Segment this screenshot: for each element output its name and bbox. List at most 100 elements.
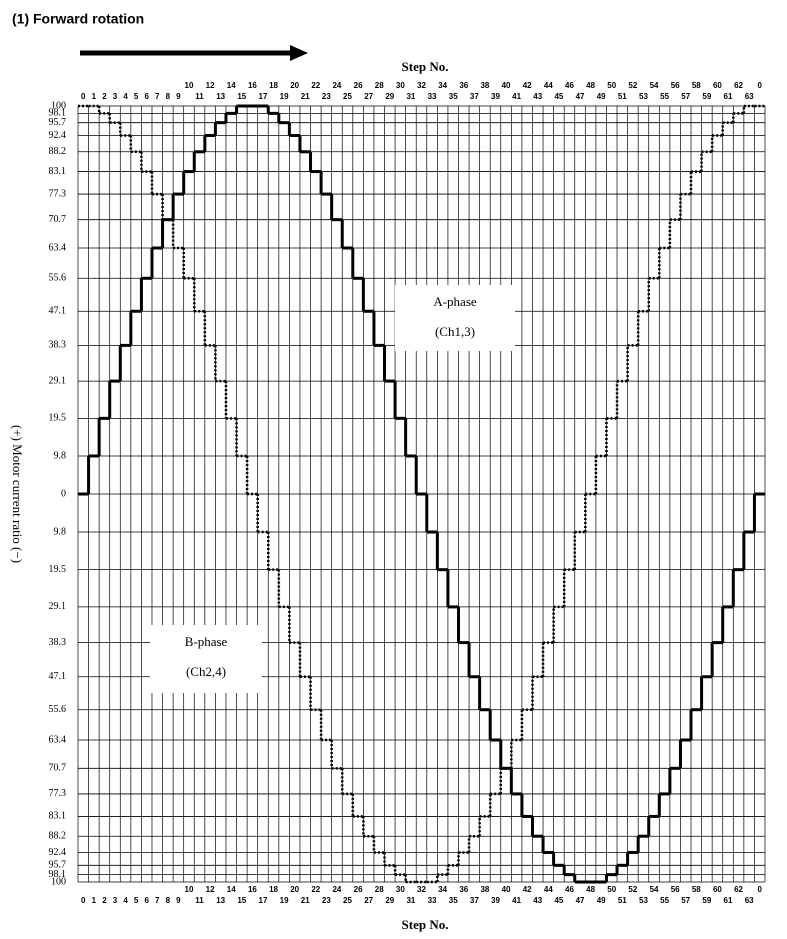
x-tick-label-bottom: 18 xyxy=(269,885,278,894)
x-tick-label-bottom: 40 xyxy=(502,885,511,894)
x-tick-label-bottom: 31 xyxy=(406,896,415,905)
x-tick-label-top: 18 xyxy=(269,81,278,90)
y-tick-label: 92.4 xyxy=(49,847,67,858)
x-tick-label-bottom: 57 xyxy=(681,896,690,905)
x-tick-label-bottom: 19 xyxy=(280,896,289,905)
x-tick-label-top: 34 xyxy=(438,81,447,90)
x-tick-label-bottom: 2 xyxy=(102,896,107,905)
x-tick-label-top: 24 xyxy=(332,81,341,90)
x-tick-label-top: 45 xyxy=(554,92,563,101)
x-tick-label-top: 10 xyxy=(185,81,194,90)
y-tick-label: 77.3 xyxy=(49,788,67,799)
x-tick-label-bottom: 55 xyxy=(660,896,669,905)
y-tick-label: 9.8 xyxy=(54,450,67,461)
x-tick-label-top: 4 xyxy=(123,92,128,101)
x-tick-label-bottom: 61 xyxy=(724,896,733,905)
y-tick-label: 95.7 xyxy=(49,860,67,871)
series-label: A-phase xyxy=(433,294,477,309)
x-tick-label-top: 62 xyxy=(734,81,743,90)
x-tick-label-top: 15 xyxy=(237,92,246,101)
x-tick-label-bottom: 48 xyxy=(586,885,595,894)
y-tick-label: 88.2 xyxy=(49,831,67,842)
x-tick-label-top: 2 xyxy=(102,92,107,101)
x-tick-label-top: 47 xyxy=(576,92,585,101)
x-tick-label-bottom: 1 xyxy=(92,896,97,905)
y-tick-label: 92.4 xyxy=(49,130,67,141)
x-tick-label-bottom: 36 xyxy=(459,885,468,894)
x-tick-label-top: 40 xyxy=(502,81,511,90)
x-tick-label-top: 11 xyxy=(195,92,204,101)
x-tick-label-bottom: 13 xyxy=(216,896,225,905)
x-tick-label-top: 7 xyxy=(155,92,160,101)
x-tick-label-bottom: 59 xyxy=(702,896,711,905)
y-tick-label: 77.3 xyxy=(49,188,67,199)
x-tick-label-top: 16 xyxy=(248,81,257,90)
x-tick-label-bottom: 21 xyxy=(301,896,310,905)
y-tick-label: 38.3 xyxy=(49,340,67,351)
x-tick-label-top: 21 xyxy=(301,92,310,101)
x-tick-label-top: 12 xyxy=(206,81,215,90)
x-tick-label-top: 17 xyxy=(259,92,268,101)
x-tick-label-top: 48 xyxy=(586,81,595,90)
x-axis-title-bottom: Step No. xyxy=(402,917,449,932)
x-tick-label-bottom: 34 xyxy=(438,885,447,894)
x-tick-label-top: 60 xyxy=(713,81,722,90)
y-tick-label: 98.1 xyxy=(49,869,67,880)
x-tick-label-top: 56 xyxy=(671,81,680,90)
y-tick-label: 29.1 xyxy=(49,375,67,386)
x-tick-label-top: 54 xyxy=(650,81,659,90)
x-tick-label-bottom: 32 xyxy=(417,885,426,894)
y-tick-label: 70.7 xyxy=(49,763,67,774)
x-tick-label-top: 33 xyxy=(428,92,437,101)
x-tick-label-bottom: 7 xyxy=(155,896,160,905)
x-tick-label-top: 19 xyxy=(280,92,289,101)
x-tick-label-top: 6 xyxy=(144,92,149,101)
x-tick-label-bottom: 54 xyxy=(650,885,659,894)
x-tick-label-bottom: 8 xyxy=(166,896,171,905)
x-tick-label-bottom: 50 xyxy=(607,885,616,894)
y-tick-label: 70.7 xyxy=(49,214,67,225)
y-tick-label: 29.1 xyxy=(49,601,67,612)
x-tick-label-top: 58 xyxy=(692,81,701,90)
x-tick-label-bottom: 9 xyxy=(176,896,181,905)
x-tick-label-top: 14 xyxy=(227,81,236,90)
y-tick-label: 98.1 xyxy=(49,108,67,119)
x-tick-label-bottom: 16 xyxy=(248,885,257,894)
x-tick-label-bottom: 42 xyxy=(523,885,532,894)
chart-title: (1) Forward rotation xyxy=(12,11,144,27)
x-tick-label-top: 13 xyxy=(216,92,225,101)
x-tick-label-bottom: 27 xyxy=(364,896,373,905)
x-tick-label-top: 53 xyxy=(639,92,648,101)
y-tick-label: 95.7 xyxy=(49,117,67,128)
x-tick-label-bottom: 33 xyxy=(428,896,437,905)
x-tick-label-bottom: 0 xyxy=(81,896,86,905)
y-tick-label: 83.1 xyxy=(49,166,67,177)
x-tick-label-top: 63 xyxy=(745,92,754,101)
x-tick-label-top: 26 xyxy=(354,81,363,90)
x-tick-label-top: 0 xyxy=(757,81,762,90)
x-tick-label-top: 9 xyxy=(176,92,181,101)
x-tick-label-top: 1 xyxy=(92,92,97,101)
x-tick-label-bottom: 58 xyxy=(692,885,701,894)
x-tick-label-bottom: 20 xyxy=(290,885,299,894)
x-tick-label-top: 0 xyxy=(81,92,86,101)
y-tick-label: 55.6 xyxy=(49,273,67,284)
x-tick-label-top: 41 xyxy=(512,92,521,101)
y-axis-title: (+) Motor current ratio (−) xyxy=(10,425,25,563)
x-tick-label-bottom: 51 xyxy=(618,896,627,905)
y-tick-label: 83.1 xyxy=(49,811,67,822)
y-tick-label: 47.1 xyxy=(49,306,67,317)
label-box xyxy=(150,625,262,693)
x-tick-label-top: 31 xyxy=(406,92,415,101)
y-tick-label: 63.4 xyxy=(49,734,67,745)
x-tick-label-bottom: 11 xyxy=(195,896,204,905)
x-tick-label-bottom: 43 xyxy=(533,896,542,905)
x-tick-label-top: 52 xyxy=(628,81,637,90)
x-tick-label-top: 29 xyxy=(385,92,394,101)
x-tick-label-bottom: 49 xyxy=(597,896,606,905)
x-tick-label-bottom: 44 xyxy=(544,885,553,894)
x-tick-label-top: 57 xyxy=(681,92,690,101)
x-tick-label-top: 35 xyxy=(449,92,458,101)
y-tick-label: 0 xyxy=(61,488,66,499)
